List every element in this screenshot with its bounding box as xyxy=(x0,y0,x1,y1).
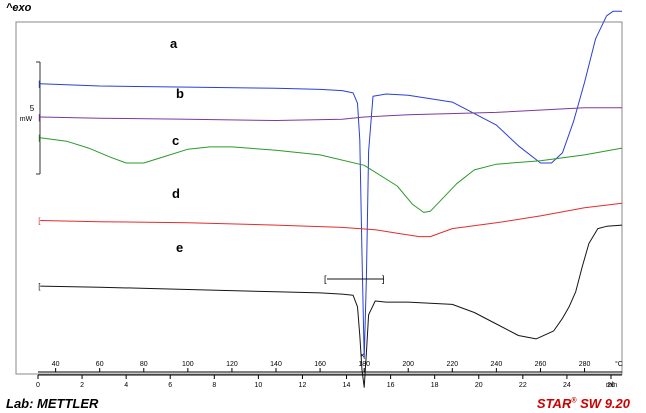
series-curve-d xyxy=(40,202,623,238)
time-unit-label: min xyxy=(606,382,617,389)
temperature-axis: 40 60 80 100 120 140 160 180 200 220 240 260 280 °C xyxy=(38,360,623,373)
time-tick-label: 0 xyxy=(36,382,40,389)
series-label-layer: a b c d e xyxy=(170,36,184,255)
series-label-a: a xyxy=(170,36,178,51)
temperature-tick-label: 100 xyxy=(182,361,194,368)
temperature-tick-label: 260 xyxy=(535,361,547,368)
series-layer: [ [ [ [ [ xyxy=(38,10,623,388)
time-tick-label: 2 xyxy=(80,382,84,389)
temperature-tick-label: 200 xyxy=(402,361,414,368)
scale-bar-unit: mW xyxy=(20,116,33,123)
series-curve-a xyxy=(40,10,622,359)
integration-limit-left: [ xyxy=(324,274,327,284)
temperature-tick-label: 140 xyxy=(270,361,282,368)
temperature-tick-label: 120 xyxy=(226,361,238,368)
time-tick-label: 18 xyxy=(431,382,439,389)
temperature-unit-label: °C xyxy=(615,360,623,368)
integration-limits: [ ] × xyxy=(324,274,385,360)
series-label-c: c xyxy=(172,133,179,148)
temperature-tick-label: 180 xyxy=(358,361,370,368)
temperature-tick-label: 280 xyxy=(579,361,591,368)
temperature-ticks: 40 60 80 100 120 140 160 180 200 220 240 260 280 °C xyxy=(52,360,623,372)
registered-mark: ® xyxy=(571,397,577,405)
series-curve-b xyxy=(40,107,622,121)
temperature-tick-label: 60 xyxy=(96,361,104,368)
software-brand: STAR xyxy=(536,396,572,411)
software-version: SW 9.20 xyxy=(580,396,630,411)
time-tick-label: 10 xyxy=(254,382,262,389)
temperature-tick-label: 40 xyxy=(52,361,60,368)
time-tick-label: 8 xyxy=(212,382,216,389)
time-tick-label: 26 xyxy=(607,382,615,389)
series-start-marker-d: [ xyxy=(38,217,41,226)
time-tick-label: 14 xyxy=(343,382,351,389)
time-tick-label: 12 xyxy=(299,382,307,389)
temperature-tick-label: 220 xyxy=(446,361,458,368)
series-label-e: e xyxy=(176,240,183,255)
series-start-marker-e: [ xyxy=(38,282,41,291)
temperature-tick-label: 160 xyxy=(314,361,326,368)
time-tick-label: 4 xyxy=(124,382,128,389)
time-tick-label: 6 xyxy=(168,382,172,389)
integration-limit-right: ] xyxy=(382,274,385,284)
peak-marker: × xyxy=(360,351,365,360)
series-label-d: d xyxy=(172,186,180,201)
series-start-marker-b: [ xyxy=(38,113,41,122)
time-tick-label: 20 xyxy=(475,382,483,389)
temperature-tick-label: 240 xyxy=(491,361,503,368)
time-tick-label: 24 xyxy=(563,382,571,389)
scale-bar: 5 mW xyxy=(20,61,41,175)
plot-frame xyxy=(15,21,623,375)
time-tick-label: 22 xyxy=(519,382,527,389)
series-start-marker-a: [ xyxy=(38,80,41,89)
scale-bar-value: 5 xyxy=(30,104,35,113)
software-label: STAR® SW 9.20 xyxy=(537,396,630,411)
series-curve-e xyxy=(40,224,623,388)
temperature-tick-label: 80 xyxy=(140,361,148,368)
time-tick-label: 16 xyxy=(387,382,395,389)
series-curve-c xyxy=(40,137,623,213)
series-label-b: b xyxy=(176,86,184,101)
lab-label: Lab: METTLER xyxy=(6,396,99,411)
series-start-marker-c: [ xyxy=(38,134,41,143)
exo-direction-label: ^exo xyxy=(6,2,32,14)
